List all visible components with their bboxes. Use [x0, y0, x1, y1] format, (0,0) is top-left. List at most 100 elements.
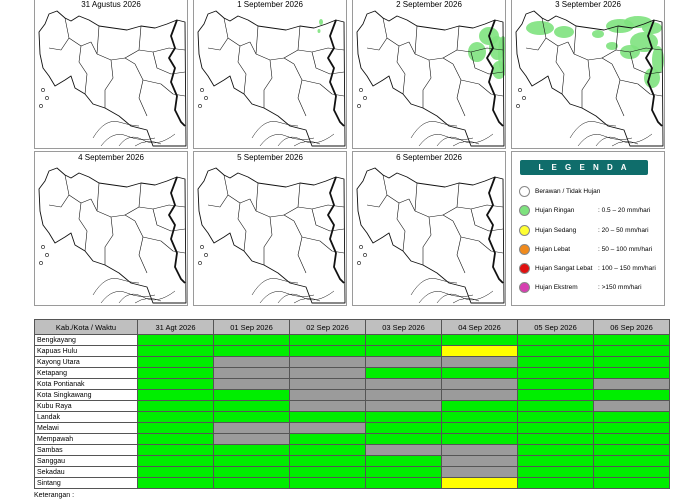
table-row: Kota Singkawang	[34, 389, 670, 401]
forecast-cell	[441, 477, 518, 489]
river-line	[251, 278, 299, 296]
forecast-cell	[593, 334, 670, 346]
province-outline	[515, 10, 664, 147]
forecast-cell	[137, 356, 214, 368]
regency-boundary	[414, 53, 454, 65]
forecast-cell	[441, 378, 518, 390]
forecast-cell	[441, 356, 518, 368]
forecast-cell	[213, 433, 290, 445]
regency-boundary	[555, 45, 565, 95]
province-outline	[38, 167, 187, 304]
table-row: Melawi	[34, 422, 670, 434]
forecast-cell	[517, 389, 594, 401]
regency-boundary	[283, 47, 345, 59]
forecast-cell	[137, 378, 214, 390]
column-header: 05 Sep 2026	[517, 319, 594, 335]
island	[522, 96, 526, 100]
regency-boundary	[96, 25, 100, 55]
region-name: Sekadau	[34, 466, 138, 478]
forecast-cell	[517, 378, 594, 390]
national-border	[486, 19, 504, 127]
table-row: Sintang	[34, 477, 670, 489]
regency-boundary	[297, 25, 301, 51]
forecast-cell	[137, 334, 214, 346]
island	[198, 261, 202, 265]
forecast-cell	[593, 422, 670, 434]
region-name: Mempawah	[34, 433, 138, 445]
river-line	[418, 291, 474, 304]
table-row: Sekadau	[34, 466, 670, 478]
island	[357, 104, 361, 108]
regency-boundary	[78, 202, 88, 252]
regency-boundary	[64, 17, 98, 55]
island	[357, 261, 361, 265]
forecast-cell	[593, 455, 670, 467]
table-row: Kayong Utara	[34, 356, 670, 368]
forecast-cell	[289, 367, 366, 379]
regency-boundary	[525, 37, 547, 51]
forecast-cell	[289, 389, 366, 401]
island	[41, 88, 45, 92]
regency-boundary	[311, 51, 345, 75]
regency-boundary	[452, 220, 466, 274]
river-line	[436, 133, 494, 147]
regency-boundary	[96, 210, 136, 222]
regency-boundary	[366, 37, 388, 51]
table-row: Mempawah	[34, 433, 670, 445]
river-line	[259, 291, 315, 304]
table-row: Kapuas Hulu	[34, 345, 670, 357]
rain-area	[526, 21, 554, 35]
river-line	[277, 290, 335, 304]
forecast-cell	[137, 345, 214, 357]
legend-swatch	[519, 186, 530, 197]
forecast-cell	[593, 356, 670, 368]
region-name: Kapuas Hulu	[34, 345, 138, 357]
map-panel-5: 4 September 2026	[34, 151, 188, 306]
forecast-cell	[517, 356, 594, 368]
forecast-cell	[365, 433, 442, 445]
forecast-cell	[137, 477, 214, 489]
regency-boundary	[452, 63, 466, 117]
regency-boundary	[96, 182, 100, 212]
island	[204, 96, 208, 100]
forecast-cell	[137, 422, 214, 434]
legend-swatch	[519, 282, 530, 293]
west-kalimantan-map	[197, 10, 346, 147]
regency-boundary	[96, 53, 136, 65]
forecast-cell	[365, 422, 442, 434]
forecast-cell	[441, 455, 518, 467]
region-name: Kota Singkawang	[34, 389, 138, 401]
river-line	[134, 298, 162, 304]
river-line	[577, 134, 633, 147]
regency-boundary	[255, 53, 295, 65]
column-header: 03 Sep 2026	[365, 319, 442, 335]
forecast-cell	[365, 378, 442, 390]
river-line	[293, 298, 321, 304]
west-kalimantan-map	[515, 10, 664, 147]
river-line	[595, 133, 653, 147]
regency-boundary	[470, 208, 504, 232]
column-header: 01 Sep 2026	[213, 319, 290, 335]
forecast-cell	[517, 422, 594, 434]
regency-boundary	[442, 204, 504, 216]
forecast-cell	[213, 466, 290, 478]
regency-boundary	[456, 25, 460, 51]
forecast-cell	[365, 455, 442, 467]
island	[200, 245, 204, 249]
forecast-cell	[213, 444, 290, 456]
regency-boundary	[470, 51, 504, 75]
legend-swatch	[519, 225, 530, 236]
table-row: Sanggau	[34, 455, 670, 467]
forecast-cell	[517, 455, 594, 467]
island	[518, 88, 522, 92]
forecast-cell	[365, 367, 442, 379]
table-row: Ketapang	[34, 367, 670, 379]
river-line	[418, 134, 474, 147]
map-panel-date: 4 September 2026	[78, 153, 144, 162]
forecast-cell	[365, 356, 442, 368]
regency-boundary	[422, 216, 432, 265]
regency-boundary	[138, 25, 142, 51]
forecast-cell	[517, 433, 594, 445]
island	[198, 104, 202, 108]
forecast-cell	[517, 334, 594, 346]
